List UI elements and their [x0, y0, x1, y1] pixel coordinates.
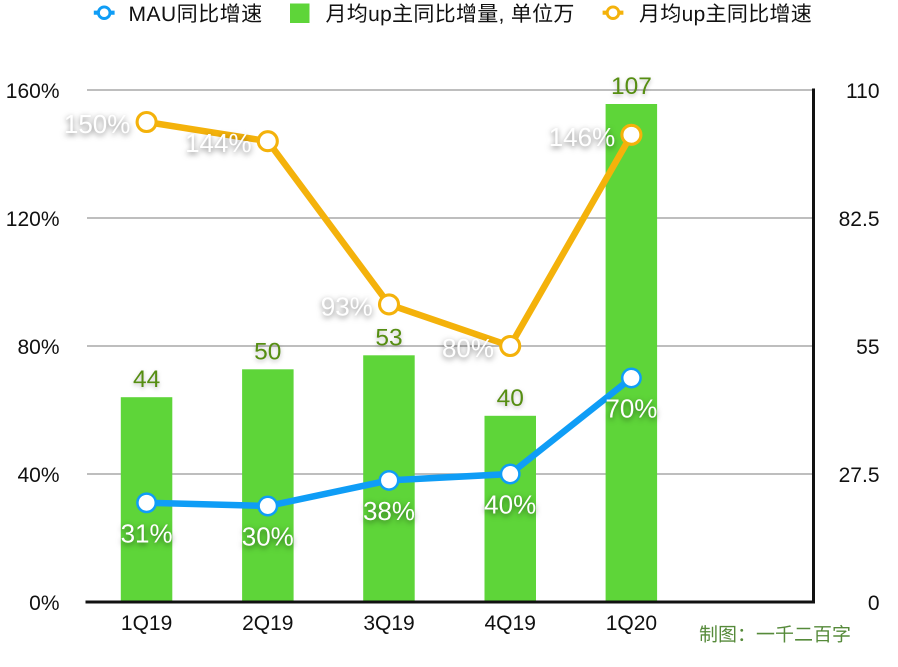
svg-text:150%: 150% — [64, 109, 131, 139]
svg-text:80%: 80% — [442, 333, 494, 363]
svg-text:0%: 0% — [29, 592, 59, 615]
svg-text:53: 53 — [375, 324, 402, 351]
svg-text:107: 107 — [611, 73, 652, 100]
svg-text:160%: 160% — [6, 80, 60, 103]
svg-text:3Q19: 3Q19 — [363, 612, 414, 635]
svg-text:82.5: 82.5 — [839, 208, 880, 231]
svg-text:120%: 120% — [6, 208, 60, 231]
svg-text:27.5: 27.5 — [839, 464, 880, 487]
svg-text:38%: 38% — [363, 496, 415, 526]
svg-text:0: 0 — [868, 592, 880, 615]
svg-text:144%: 144% — [185, 128, 252, 158]
svg-text:40%: 40% — [17, 464, 59, 487]
svg-text:110: 110 — [846, 80, 879, 103]
svg-text:30%: 30% — [242, 522, 294, 552]
svg-text:1Q20: 1Q20 — [606, 612, 657, 635]
svg-text:4Q19: 4Q19 — [485, 612, 536, 635]
svg-text:50: 50 — [254, 338, 281, 365]
svg-text:40: 40 — [497, 385, 524, 412]
svg-text:44: 44 — [133, 366, 160, 393]
svg-text:2Q19: 2Q19 — [242, 612, 293, 635]
svg-text:31%: 31% — [121, 518, 173, 548]
svg-text:80%: 80% — [17, 336, 59, 359]
svg-text:70%: 70% — [605, 394, 657, 424]
svg-text:1Q19: 1Q19 — [121, 612, 172, 635]
svg-text:146%: 146% — [549, 122, 616, 152]
svg-text:55: 55 — [856, 336, 879, 359]
svg-text:40%: 40% — [484, 490, 536, 520]
svg-text:93%: 93% — [321, 291, 373, 321]
